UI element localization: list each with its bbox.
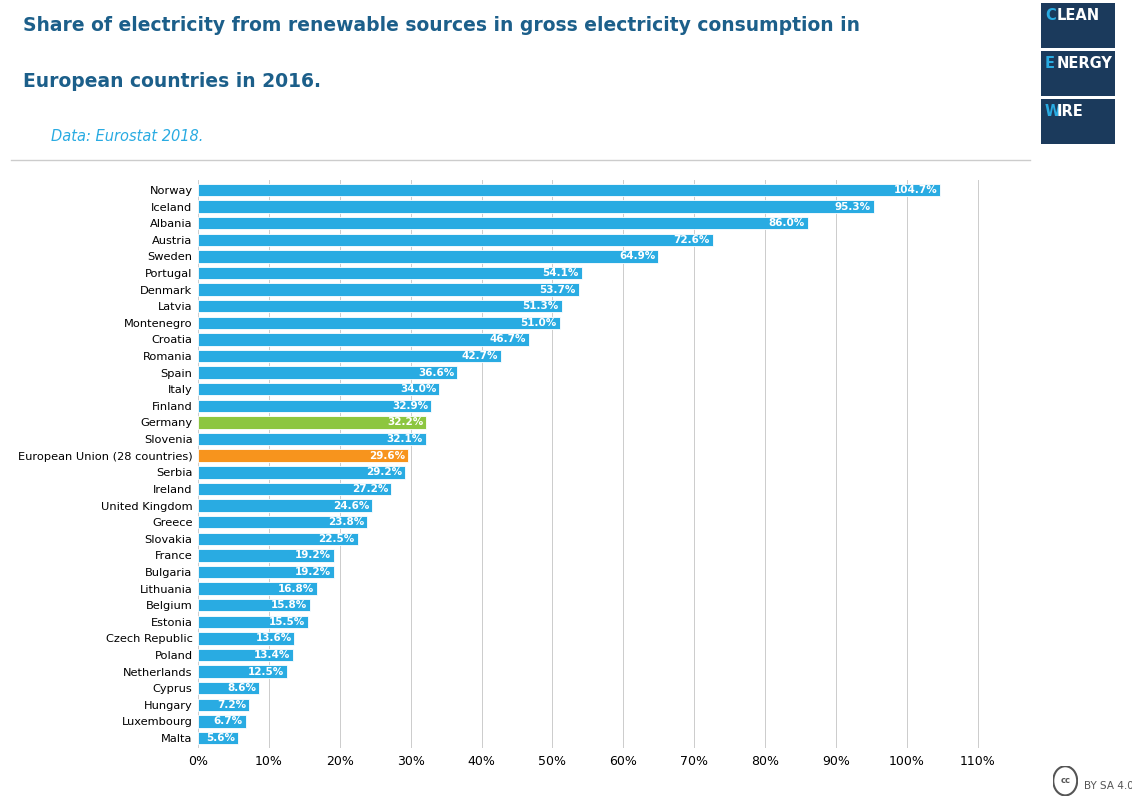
Text: 95.3%: 95.3% (834, 202, 871, 211)
Bar (198, 698, 249, 711)
Text: cc: cc (1061, 776, 1070, 786)
Text: BY SA 4.0: BY SA 4.0 (1084, 781, 1132, 790)
Bar (198, 732, 238, 744)
Bar (198, 450, 408, 462)
Text: 12.5%: 12.5% (248, 666, 284, 677)
Text: 32.2%: 32.2% (387, 418, 423, 427)
Bar (198, 549, 334, 562)
FancyBboxPatch shape (1041, 99, 1115, 144)
Bar (198, 466, 405, 478)
Text: 23.8%: 23.8% (327, 517, 365, 527)
FancyBboxPatch shape (1041, 51, 1115, 96)
Text: 15.8%: 15.8% (271, 600, 307, 610)
Text: W: W (1045, 104, 1061, 119)
Text: 34.0%: 34.0% (400, 384, 436, 394)
Text: 27.2%: 27.2% (352, 484, 388, 494)
Bar (198, 366, 457, 379)
Text: 22.5%: 22.5% (318, 534, 354, 544)
Bar (198, 283, 578, 296)
Bar (198, 234, 713, 246)
Text: 54.1%: 54.1% (542, 268, 578, 278)
Bar (198, 416, 427, 429)
Text: 64.9%: 64.9% (619, 251, 655, 262)
Text: 19.2%: 19.2% (295, 550, 332, 560)
Text: 36.6%: 36.6% (419, 368, 455, 378)
Text: 6.7%: 6.7% (214, 717, 242, 726)
Text: 16.8%: 16.8% (278, 583, 315, 594)
Text: 42.7%: 42.7% (462, 351, 498, 361)
Text: 5.6%: 5.6% (206, 733, 235, 743)
Text: 7.2%: 7.2% (217, 700, 247, 710)
Bar (198, 350, 500, 362)
Bar (198, 433, 426, 446)
Text: 72.6%: 72.6% (674, 234, 710, 245)
Text: Share of electricity from renewable sources in gross electricity consumption in: Share of electricity from renewable sour… (23, 16, 859, 35)
Bar (198, 317, 559, 329)
Bar (198, 383, 439, 395)
Bar (198, 334, 529, 346)
Text: 51.0%: 51.0% (521, 318, 557, 328)
Text: LEAN: LEAN (1056, 8, 1099, 23)
Bar (198, 250, 658, 262)
Text: 13.6%: 13.6% (256, 634, 292, 643)
Text: 13.4%: 13.4% (254, 650, 290, 660)
Bar (198, 533, 358, 545)
Text: 24.6%: 24.6% (333, 501, 370, 510)
Text: 15.5%: 15.5% (269, 617, 306, 626)
Bar (198, 200, 874, 213)
Bar (198, 632, 294, 645)
Text: 29.2%: 29.2% (366, 467, 402, 478)
Text: 32.9%: 32.9% (393, 401, 428, 411)
Text: 86.0%: 86.0% (769, 218, 805, 228)
Text: Data: Eurostat 2018.: Data: Eurostat 2018. (51, 129, 204, 144)
Text: European countries in 2016.: European countries in 2016. (23, 72, 320, 91)
Bar (198, 184, 941, 196)
Bar (198, 516, 367, 528)
Bar (198, 400, 431, 412)
Text: 8.6%: 8.6% (228, 683, 256, 694)
Bar (198, 715, 246, 728)
Text: IRE: IRE (1056, 104, 1083, 119)
Text: E: E (1045, 56, 1055, 71)
FancyBboxPatch shape (1041, 3, 1115, 48)
Text: 51.3%: 51.3% (523, 302, 559, 311)
Bar (198, 615, 308, 628)
Text: NERGY: NERGY (1056, 56, 1112, 71)
Bar (198, 499, 372, 512)
Bar (198, 582, 317, 594)
Bar (198, 300, 561, 313)
Text: 104.7%: 104.7% (893, 185, 937, 195)
Bar (198, 649, 293, 662)
Text: 46.7%: 46.7% (490, 334, 526, 345)
Bar (198, 266, 582, 279)
Bar (198, 217, 807, 230)
Text: C: C (1045, 8, 1055, 23)
Bar (198, 666, 286, 678)
Text: 29.6%: 29.6% (369, 450, 405, 461)
Bar (198, 599, 310, 611)
Bar (198, 566, 334, 578)
Bar (198, 682, 259, 694)
Bar (198, 482, 391, 495)
Text: 19.2%: 19.2% (295, 567, 332, 577)
Text: 53.7%: 53.7% (540, 285, 576, 294)
Text: 32.1%: 32.1% (386, 434, 422, 444)
